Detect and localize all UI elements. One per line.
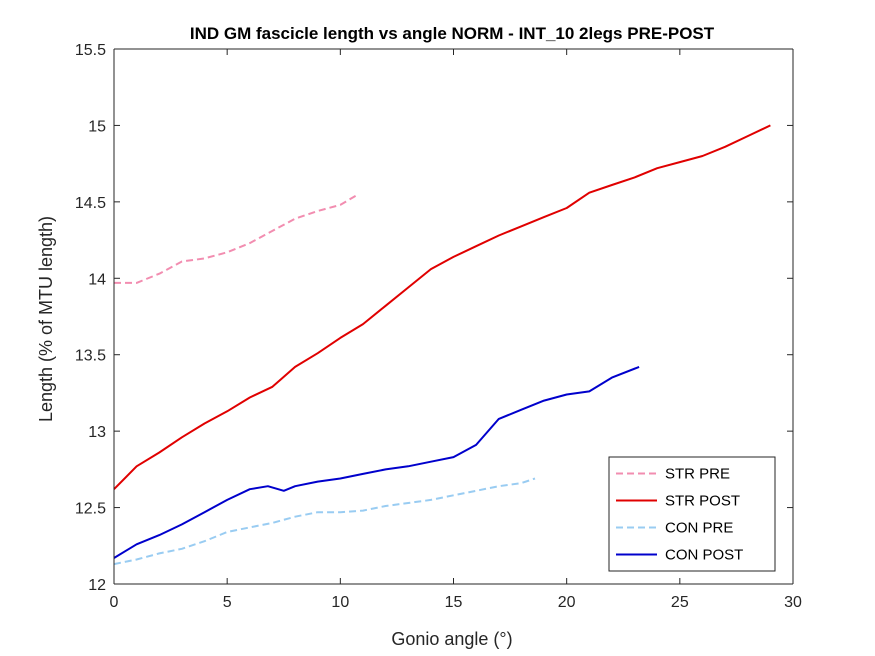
series-layer — [113, 124, 771, 566]
legend-item-str-post: STR POST — [665, 493, 740, 510]
series-line-str-post — [113, 124, 771, 490]
legend-item-con-post: CON POST — [665, 547, 743, 564]
series-line-con-post — [113, 365, 640, 559]
series-line-str-pre — [114, 193, 359, 284]
x-tick-label: 20 — [558, 594, 576, 611]
x-tick-label: 30 — [784, 594, 802, 611]
x-tick-label: 0 — [110, 594, 119, 611]
y-tick-label: 14.5 — [75, 195, 106, 212]
axes: 0 5 10 15 20 25 30 12 12.5 13 13.5 14 14.5 15 15.5 — [75, 42, 802, 611]
legend: STR PRE STR POST CON PRE CON POST — [608, 456, 776, 572]
y-tick-label: 12 — [88, 577, 106, 594]
y-tick-label: 13.5 — [75, 348, 106, 365]
y-axis-label: Length (% of MTU length) — [36, 216, 56, 422]
y-tick-label: 13 — [88, 424, 106, 441]
legend-item-str-pre: STR PRE — [665, 466, 730, 483]
y-tick-label: 14 — [88, 271, 106, 288]
x-tick-label: 25 — [671, 594, 689, 611]
y-tick-label: 15.5 — [75, 42, 106, 59]
chart-title: IND GM fascicle length vs angle NORM - I… — [190, 24, 715, 43]
x-tick-label: 15 — [445, 594, 463, 611]
y-tick-label: 15 — [88, 118, 106, 135]
legend-item-con-pre: CON PRE — [665, 520, 733, 537]
y-tick-label: 12.5 — [75, 501, 106, 518]
x-axis-label: Gonio angle (°) — [391, 629, 512, 649]
legend-box — [608, 456, 776, 572]
x-tick-label: 5 — [223, 594, 232, 611]
series-line-con-pre — [113, 477, 536, 566]
x-tick-label: 10 — [331, 594, 349, 611]
